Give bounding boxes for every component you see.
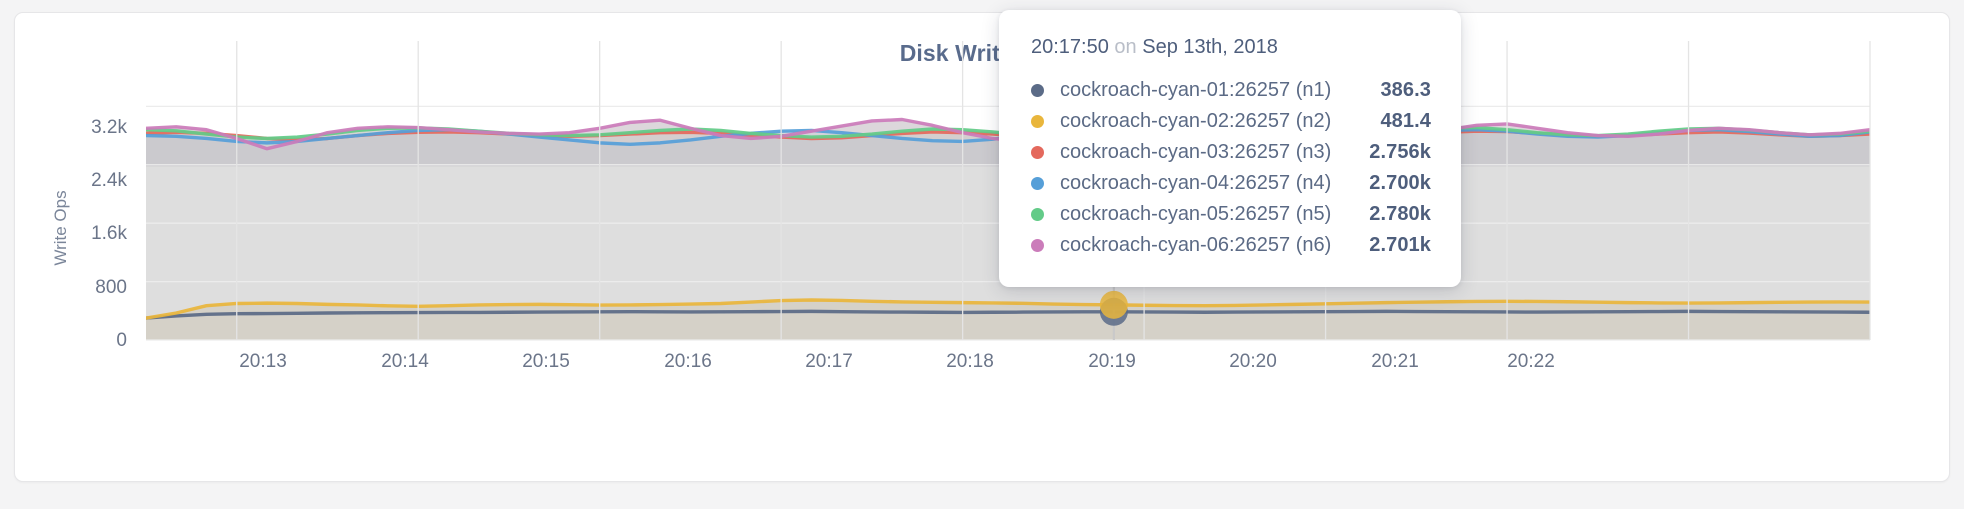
tooltip-series-name: cockroach-cyan-02:26257 (n2) (1060, 110, 1332, 132)
tooltip-row: cockroach-cyan-05:26257 (n5) 2.780k (1031, 199, 1431, 230)
y-tick-label-4: 0 (116, 330, 127, 351)
y-tick-label-3: 800 (95, 277, 127, 298)
tooltip-series-name: cockroach-cyan-06:26257 (n6) (1060, 234, 1332, 256)
x-tick-label-0: 20:13 (239, 351, 287, 372)
x-tick-label-5: 20:18 (946, 351, 994, 372)
tooltip-series-value: 386.3 (1380, 79, 1431, 101)
series-color-dot-icon (1031, 239, 1044, 252)
x-tick-label-8: 20:21 (1371, 351, 1419, 372)
tooltip-row: cockroach-cyan-03:26257 (n3) 2.756k (1031, 137, 1431, 168)
y-tick-label-1: 2.4k (91, 170, 127, 191)
hover-tooltip: 20:17:50 on Sep 13th, 2018 cockroach-cya… (999, 10, 1461, 287)
tooltip-series-name: cockroach-cyan-04:26257 (n4) (1060, 172, 1332, 194)
x-tick-label-9: 20:22 (1507, 351, 1555, 372)
series-color-dot-icon (1031, 115, 1044, 128)
tooltip-time: 20:17:50 (1031, 36, 1109, 58)
series-color-dot-icon (1031, 177, 1044, 190)
y-tick-label-0: 3.2k (91, 117, 127, 138)
tooltip-series-value: 2.756k (1369, 141, 1431, 163)
tooltip-on-word: on (1114, 36, 1137, 58)
tooltip-series-name: cockroach-cyan-03:26257 (n3) (1060, 141, 1332, 163)
tooltip-row: cockroach-cyan-01:26257 (n1) 386.3 (1031, 75, 1431, 106)
disk-write-ops-card: Disk Write Ops Write Ops 3.2k 2.4k 1.6k … (14, 12, 1950, 482)
x-tick-label-1: 20:14 (381, 351, 429, 372)
tooltip-series-name: cockroach-cyan-01:26257 (n1) (1060, 79, 1332, 101)
series-color-dot-icon (1031, 208, 1044, 221)
x-tick-label-2: 20:15 (522, 351, 570, 372)
tooltip-series-value: 2.780k (1369, 203, 1431, 225)
chart-page: Disk Write Ops Write Ops 3.2k 2.4k 1.6k … (14, 10, 1950, 482)
tooltip-series-value: 2.700k (1369, 172, 1431, 194)
tooltip-row: cockroach-cyan-04:26257 (n4) 2.700k (1031, 168, 1431, 199)
tooltip-series-name: cockroach-cyan-05:26257 (n5) (1060, 203, 1332, 225)
x-tick-label-7: 20:20 (1229, 351, 1277, 372)
series-color-dot-icon (1031, 84, 1044, 97)
x-tick-label-4: 20:17 (805, 351, 853, 372)
line-chart-plot[interactable] (15, 13, 1964, 509)
x-tick-label-6: 20:19 (1088, 351, 1136, 372)
series-color-dot-icon (1031, 146, 1044, 159)
tooltip-series-list: cockroach-cyan-01:26257 (n1) 386.3 cockroa… (1031, 75, 1431, 261)
tooltip-date: Sep 13th, 2018 (1142, 36, 1278, 58)
y-tick-label-2: 1.6k (91, 223, 127, 244)
tooltip-series-value: 2.701k (1369, 234, 1431, 256)
tooltip-row: cockroach-cyan-02:26257 (n2) 481.4 (1031, 106, 1431, 137)
tooltip-series-value: 481.4 (1380, 110, 1431, 132)
x-tick-label-3: 20:16 (664, 351, 712, 372)
tooltip-row: cockroach-cyan-06:26257 (n6) 2.701k (1031, 230, 1431, 261)
tooltip-header: 20:17:50 on Sep 13th, 2018 (1031, 36, 1431, 59)
